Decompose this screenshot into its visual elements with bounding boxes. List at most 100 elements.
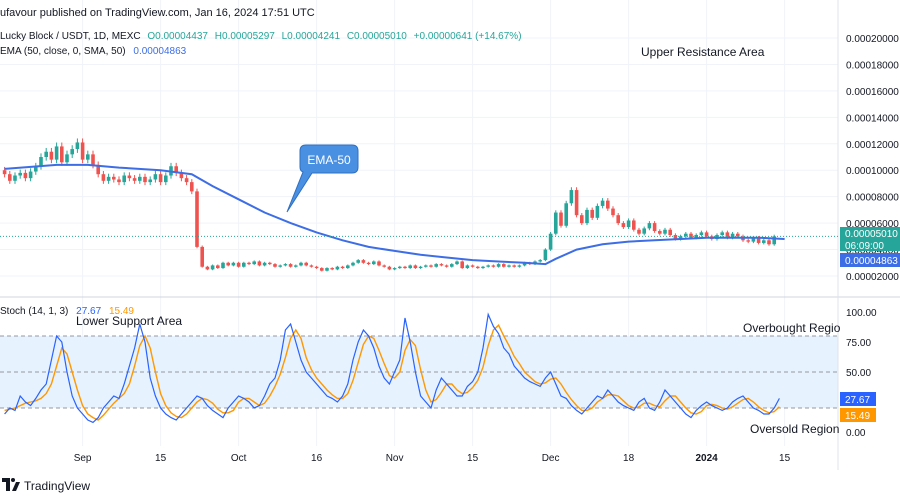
candle-body	[522, 262, 527, 266]
candle-body	[429, 265, 433, 267]
candle-body	[460, 261, 464, 269]
candle-body	[80, 142, 85, 160]
candle-body	[621, 223, 626, 228]
stoch-k-badge-bg	[840, 392, 876, 406]
price-tick-label: 0.00004000	[846, 246, 899, 257]
ema-price-badge: 0.00004863	[840, 253, 900, 267]
candle-body	[283, 264, 288, 266]
candle-body	[704, 232, 709, 237]
candle-body	[366, 262, 371, 265]
ema-callout[interactable]: EMA-50	[286, 144, 359, 213]
candle-body	[548, 233, 553, 250]
candle-body	[216, 265, 220, 269]
tradingview-logo[interactable]: TradingView	[2, 478, 90, 493]
oversold-label: Oversold Region	[750, 422, 839, 436]
candle-body	[408, 265, 412, 269]
candle-body	[60, 146, 64, 163]
candle-body	[132, 178, 137, 181]
candle-body	[502, 264, 506, 267]
candle-body	[600, 200, 605, 206]
candle-body	[626, 220, 631, 228]
time-tick-label: Oct	[231, 453, 247, 464]
candle-body	[736, 233, 740, 237]
candle-body	[70, 149, 74, 155]
candle-body	[49, 151, 54, 160]
candle-body	[195, 191, 199, 247]
candle-body	[34, 166, 38, 172]
candle-body	[86, 154, 90, 160]
candle-body	[751, 237, 756, 242]
stoch-d-badge-bg	[840, 408, 876, 422]
candle-body	[762, 240, 766, 243]
ohlc-close: C0.00005010	[347, 31, 407, 42]
stoch-tick-label: 0.00	[846, 428, 866, 439]
stoch-d-badge-value: 15.49	[845, 411, 870, 422]
candle-body	[413, 265, 418, 269]
candle-body	[398, 266, 402, 269]
candle-body	[247, 262, 251, 265]
candle-body	[268, 262, 272, 265]
candle-body	[299, 262, 303, 266]
upper-resistance-label: Upper Resistance Area	[641, 45, 765, 59]
last-price-value: 0.00005010	[845, 229, 898, 240]
candle-body	[23, 172, 28, 179]
candle-body	[491, 265, 496, 267]
ohlc-low: L0.00004241	[282, 31, 341, 42]
brand-name: TradingView	[24, 479, 90, 493]
candle-body	[288, 264, 293, 267]
candle-body	[148, 179, 152, 183]
time-tick-label: 16	[311, 453, 323, 464]
ema-legend-value: 0.00004863	[133, 46, 186, 57]
price-tick-label: 0.00006000	[846, 219, 899, 230]
candle-body	[496, 264, 501, 267]
candle-body	[392, 268, 397, 270]
candle-body	[564, 203, 568, 226]
candle-body	[153, 174, 158, 180]
candle-body	[720, 232, 724, 236]
candle-body	[8, 174, 12, 181]
candle-body	[465, 265, 470, 269]
stoch-d-legend: 15.49	[109, 306, 134, 317]
tv-logo-icon	[2, 478, 10, 491]
candle-body	[18, 172, 22, 176]
candle-body	[580, 215, 584, 224]
candle-body	[611, 208, 615, 216]
price-axis: 0.00020000 0.00018000 0.00016000 0.00014000…	[846, 34, 899, 283]
candle-body	[574, 190, 579, 216]
candle-body	[361, 260, 366, 263]
candle-body	[663, 229, 667, 234]
candle-body	[210, 265, 215, 270]
candle-body	[91, 154, 95, 165]
candle-body	[117, 179, 121, 183]
candle-body	[304, 262, 308, 266]
candle-body	[127, 175, 132, 179]
bar-countdown: 06:09:00	[845, 241, 884, 252]
candle-body	[590, 209, 594, 218]
stoch-band-fill	[0, 336, 838, 408]
candle-body	[486, 265, 490, 267]
time-tick-label: 18	[623, 453, 635, 464]
stoch-tick-label: 75.00	[846, 338, 871, 349]
candle-body	[439, 264, 444, 266]
candle-body	[75, 142, 80, 150]
lower-support-label: Lower Support Area	[76, 314, 182, 328]
published-line: ufavour published on TradingView.com, Ja…	[0, 7, 315, 19]
candle-body	[569, 190, 574, 204]
ohlc-change: +0.00000641 (+14.67%)	[414, 31, 522, 42]
candle-body	[2, 170, 7, 175]
candle-body	[242, 262, 246, 267]
candle-body	[543, 249, 548, 261]
candle-body	[190, 182, 194, 192]
candle-body	[559, 212, 563, 226]
stoch-tick-label: 100.00	[846, 308, 877, 319]
ema-legend-label: EMA (50, close, 0, SMA, 50)	[0, 46, 126, 57]
ema-badge-value: 0.00004863	[845, 256, 898, 267]
candle-body	[652, 223, 657, 232]
time-tick-label: Dec	[542, 453, 560, 464]
stoch-legend: Stoch (14, 1, 3) 27.67 15.49	[0, 306, 134, 317]
candle-body	[179, 172, 184, 179]
tv-logo-slash	[12, 482, 20, 491]
candle-body	[507, 265, 511, 267]
candle-body	[444, 265, 449, 267]
symbol-line: Lucky Block / USDT, 1D, MEXC	[0, 31, 141, 42]
